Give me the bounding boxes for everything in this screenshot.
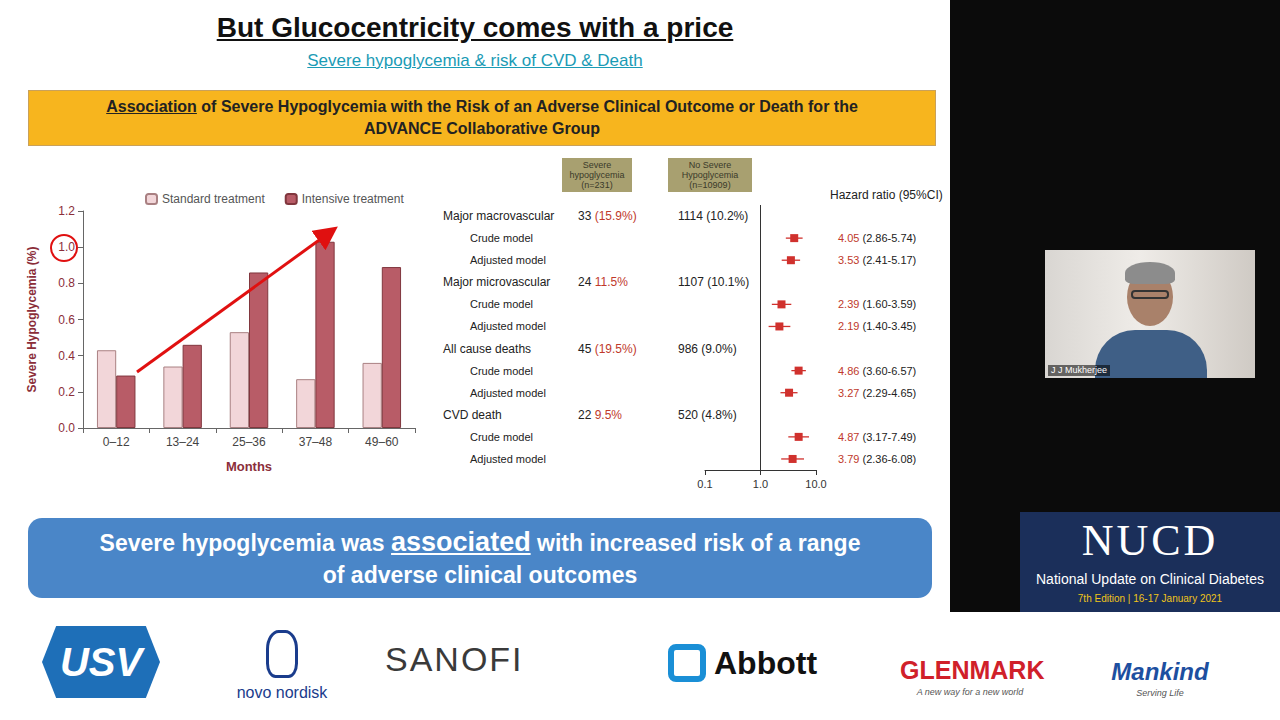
html-text:7th Edition | 16-17 January 20: 7th Edition | 16-17 January 2021 <box>1077 593 1223 604</box>
html-text:3.27 (2.29-4.65): 3.27 (2.29-4.65) <box>838 386 917 399</box>
html-text:Severe hypoglycemia (n=231): Severe hypoglycemia (n=231) <box>569 160 625 190</box>
svg-text:Severe Hypoglycemia (%): Severe Hypoglycemia (%) <box>25 246 39 392</box>
svg-text:1.0: 1.0 <box>753 478 768 490</box>
html-text:National Update on Clinical Di: National Update on Clinical Diabetes <box>1036 571 1264 587</box>
svg-text:0.4: 0.4 <box>58 349 75 363</box>
html-text:No Severe Hypoglycemia (n=1090: No Severe Hypoglycemia (n=10909) <box>681 160 739 190</box>
svg-text:1.2: 1.2 <box>58 204 75 218</box>
svg-text:0–12: 0–12 <box>103 435 130 449</box>
svg-text:Months: Months <box>226 459 272 474</box>
svg-text:Standard treatment: Standard treatment <box>162 192 265 206</box>
html-text:24 11.5%: 24 11.5% <box>578 275 628 290</box>
html-text:Adjusted model: Adjusted model <box>470 254 546 267</box>
html-text:Crude model: Crude model <box>470 232 533 245</box>
html-text:520 (4.8%): 520 (4.8%) <box>678 407 737 422</box>
html-text:CVD death: CVD death <box>443 407 502 422</box>
svg-text:Intensive treatment: Intensive treatment <box>302 192 405 206</box>
html-text:3.53 (2.41-5.17): 3.53 (2.41-5.17) <box>838 254 917 267</box>
html-text:22 9.5%: 22 9.5% <box>578 407 622 422</box>
html-text:NUCD: NUCD <box>1081 516 1219 565</box>
svg-text:0.2: 0.2 <box>58 385 75 399</box>
html-text:2.39 (1.60-3.59): 2.39 (1.60-3.59) <box>838 298 917 311</box>
html-text:Hazard ratio (95%CI): Hazard ratio (95%CI) <box>830 188 943 202</box>
html-text:J J Mukherjee: J J Mukherjee <box>1051 365 1107 375</box>
html-text:Severe hypoglycemia was associ: Severe hypoglycemia was associated with … <box>99 526 861 588</box>
html-text:2.19 (1.40-3.45): 2.19 (1.40-3.45) <box>838 320 917 333</box>
html-text:Major microvascular: Major microvascular <box>443 275 551 290</box>
html-text:But Glucocentricity comes with: But Glucocentricity comes with a price <box>216 12 734 43</box>
html-text:986 (9.0%): 986 (9.0%) <box>678 341 737 356</box>
html-text:Adjusted model: Adjusted model <box>470 386 546 399</box>
html-text:1114 (10.2%): 1114 (10.2%) <box>678 209 749 223</box>
html-text:Association of Severe Hypoglyc: Association of Severe Hypoglycemia with … <box>106 98 858 137</box>
html-text:4.05 (2.86-5.74): 4.05 (2.86-5.74) <box>838 232 917 245</box>
svg-text:1.0: 1.0 <box>58 240 75 254</box>
html-text:Adjusted model: Adjusted model <box>470 320 546 333</box>
svg-text:0.6: 0.6 <box>58 313 75 327</box>
html-text:Serving Life: Serving Life <box>1136 688 1184 698</box>
html-text:Crude model: Crude model <box>470 364 533 377</box>
svg-text:37–48: 37–48 <box>299 435 333 449</box>
html-text:Crude model: Crude model <box>470 430 533 443</box>
html-text:Major macrovascular: Major macrovascular <box>443 209 555 223</box>
svg-text:0.8: 0.8 <box>58 276 75 290</box>
svg-text:0.0: 0.0 <box>58 421 75 435</box>
html-text:Severe hypoglycemia & risk of: Severe hypoglycemia & risk of CVD & Deat… <box>307 51 643 70</box>
html-text:4.87 (3.17-7.49): 4.87 (3.17-7.49) <box>838 430 917 443</box>
html-text:All cause deaths: All cause deaths <box>443 341 532 356</box>
html-text:Adjusted model: Adjusted model <box>470 453 546 465</box>
svg-text:25–36: 25–36 <box>232 435 266 449</box>
html-text:USV: USV <box>59 639 143 684</box>
html-text:SANOFI: SANOFI <box>385 640 524 678</box>
svg-text:10.0: 10.0 <box>805 478 826 490</box>
html-text:GLENMARK: GLENMARK <box>900 656 1045 684</box>
svg-text:0.1: 0.1 <box>697 478 712 490</box>
html-text:Mankind: Mankind <box>1111 658 1209 685</box>
html-text:A new way for a new world: A new way for a new world <box>916 687 1024 697</box>
html-text:novo nordisk: novo nordisk <box>236 684 328 701</box>
html-text:1107 (10.1%): 1107 (10.1%) <box>678 275 750 290</box>
html-text:3.79 (2.36-6.08): 3.79 (2.36-6.08) <box>838 453 917 465</box>
html-text:4.86 (3.60-6.57): 4.86 (3.60-6.57) <box>838 364 917 377</box>
svg-text:49–60: 49–60 <box>365 435 399 449</box>
html-text:33 (15.9%): 33 (15.9%) <box>578 209 637 223</box>
html-text:45 (19.5%): 45 (19.5%) <box>578 341 637 356</box>
html-text:Abbott: Abbott <box>714 644 818 681</box>
html-text:Crude model: Crude model <box>470 298 533 311</box>
svg-text:13–24: 13–24 <box>166 435 200 449</box>
